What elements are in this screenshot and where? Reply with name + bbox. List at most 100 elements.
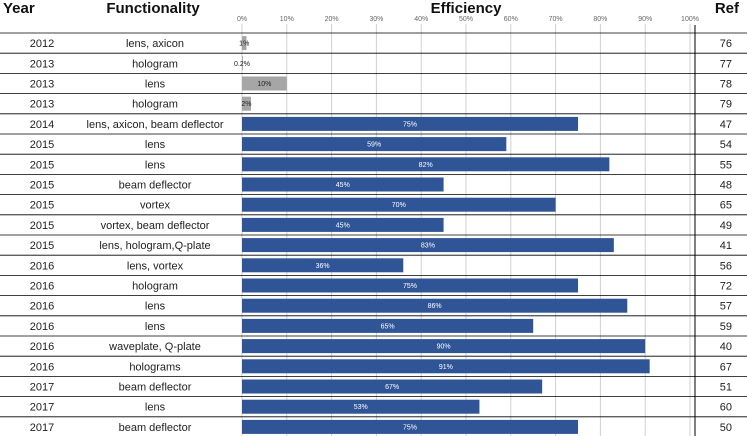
efficiency-bar xyxy=(242,339,646,354)
year-cell: 2016 xyxy=(30,260,54,272)
year-cell: 2017 xyxy=(30,422,54,434)
bar-value-label: 45% xyxy=(336,182,350,189)
x-tick-label: 100% xyxy=(681,16,699,23)
ref-header: Ref xyxy=(715,0,740,17)
year-cell: 2015 xyxy=(30,200,54,212)
ref-cell: 76 xyxy=(720,38,732,50)
efficiency-bar xyxy=(242,217,444,232)
ref-cell: 67 xyxy=(720,361,732,373)
efficiency-bar xyxy=(242,318,534,333)
efficiency-bar xyxy=(242,419,578,434)
bar-value-label: 1% xyxy=(239,41,249,48)
ref-cell: 41 xyxy=(720,240,732,252)
functionality-cell: vortex, beam deflector xyxy=(101,220,210,232)
functionality-cell: lens xyxy=(145,321,166,333)
bar-value-label: 75% xyxy=(403,121,417,128)
bar-value-label: 59% xyxy=(367,142,381,149)
year-cell: 2016 xyxy=(30,301,54,313)
functionality-cell: hologram xyxy=(132,58,178,70)
bar-value-label: 2% xyxy=(241,101,251,108)
year-cell: 2016 xyxy=(30,281,54,293)
bar-value-label: 45% xyxy=(336,222,350,229)
functionality-cell: lens, vortex xyxy=(127,260,184,272)
x-tick-label: 90% xyxy=(638,16,652,23)
year-cell: 2016 xyxy=(30,341,54,353)
year-cell: 2013 xyxy=(30,79,54,91)
year-cell: 2012 xyxy=(30,38,54,50)
bar-value-label: 36% xyxy=(316,263,330,270)
functionality-cell: waveplate, Q-plate xyxy=(108,341,201,353)
ref-cell: 56 xyxy=(720,260,732,272)
functionality-cell: holograms xyxy=(129,361,181,373)
functionality-header: Functionality xyxy=(106,0,200,17)
x-tick-label: 0% xyxy=(237,16,247,23)
functionality-cell: vortex xyxy=(140,200,170,212)
year-cell: 2016 xyxy=(30,321,54,333)
year-cell: 2014 xyxy=(30,119,54,131)
functionality-cell: lens xyxy=(145,79,166,91)
functionality-cell: lens, axicon xyxy=(126,38,184,50)
year-cell: 2017 xyxy=(30,382,54,394)
efficiency-bar xyxy=(242,238,614,253)
year-cell: 2016 xyxy=(30,361,54,373)
x-tick-label: 60% xyxy=(504,16,518,23)
ref-cell: 54 xyxy=(720,139,732,151)
x-tick-label: 20% xyxy=(325,16,339,23)
efficiency-bar xyxy=(242,56,243,71)
functionality-cell: beam deflector xyxy=(119,422,192,434)
efficiency-bar xyxy=(242,177,444,192)
functionality-cell: lens xyxy=(145,402,166,414)
efficiency-bar xyxy=(242,36,247,51)
ref-cell: 40 xyxy=(720,341,732,353)
functionality-cell: lens xyxy=(145,301,166,313)
ref-cell: 48 xyxy=(720,180,732,192)
ref-cell: 65 xyxy=(720,200,732,212)
ref-cell: 72 xyxy=(720,281,732,293)
year-cell: 2015 xyxy=(30,180,54,192)
ref-cell: 78 xyxy=(720,79,732,91)
functionality-cell: hologram xyxy=(132,281,178,293)
efficiency-bar xyxy=(242,359,650,374)
bar-value-label: 0.2% xyxy=(234,61,250,68)
text-layer: Year Functionality Efficiency Ref 0% 10% 2… xyxy=(3,0,740,434)
bar-value-label: 91% xyxy=(439,364,453,371)
ref-cell: 79 xyxy=(720,99,732,111)
year-header: Year xyxy=(3,0,35,17)
ref-cell: 55 xyxy=(720,159,732,171)
ref-cell: 60 xyxy=(720,402,732,414)
ref-cell: 57 xyxy=(720,301,732,313)
ref-cell: 59 xyxy=(720,321,732,333)
bar-value-label: 53% xyxy=(354,404,368,411)
efficiency-bar xyxy=(242,258,404,273)
ref-cell: 51 xyxy=(720,382,732,394)
bar-value-label: 90% xyxy=(437,344,451,351)
ref-cell: 77 xyxy=(720,58,732,70)
efficiency-bar xyxy=(242,96,251,111)
year-cell: 2015 xyxy=(30,220,54,232)
ref-cell: 47 xyxy=(720,119,732,131)
efficiency-bar xyxy=(242,137,507,152)
x-tick-label: 80% xyxy=(593,16,607,23)
bar-value-label: 83% xyxy=(421,243,435,250)
bars-layer xyxy=(242,36,650,434)
functionality-cell: lens xyxy=(145,139,166,151)
functionality-cell: lens, hologram,Q-plate xyxy=(99,240,210,252)
functionality-cell: beam deflector xyxy=(119,180,192,192)
x-tick-label: 50% xyxy=(459,16,473,23)
bar-value-label: 86% xyxy=(428,303,442,310)
efficiency-bar xyxy=(242,298,628,313)
efficiency-header: Efficiency xyxy=(431,0,503,17)
efficiency-bar xyxy=(242,379,543,394)
bar-value-label: 10% xyxy=(257,81,271,88)
year-cell: 2015 xyxy=(30,240,54,252)
functionality-cell: lens, axicon, beam deflector xyxy=(87,119,224,131)
x-tick-label: 70% xyxy=(549,16,563,23)
year-cell: 2013 xyxy=(30,99,54,111)
bar-value-label: 75% xyxy=(403,424,417,431)
bar-value-label: 65% xyxy=(381,323,395,330)
year-cell: 2015 xyxy=(30,159,54,171)
efficiency-bar xyxy=(242,399,480,414)
year-cell: 2017 xyxy=(30,402,54,414)
ref-cell: 49 xyxy=(720,220,732,232)
